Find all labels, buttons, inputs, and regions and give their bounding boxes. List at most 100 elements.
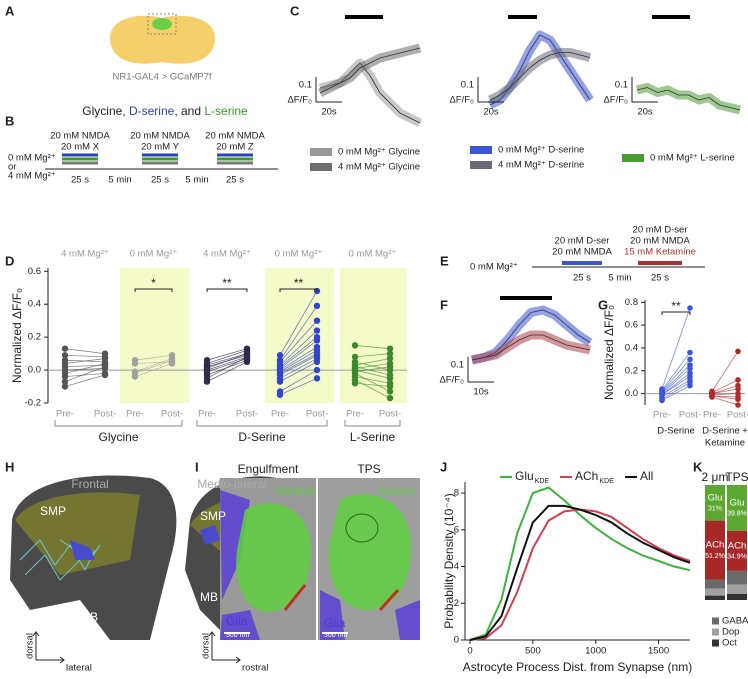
scale-bar: [477, 77, 504, 103]
pulse-label: 20 mM NMDA: [630, 236, 690, 247]
data-point: [386, 363, 394, 370]
condition: 0 mM Mg²⁺: [8, 153, 56, 164]
data-point: [313, 375, 321, 382]
x-tick-label: Pre-: [271, 409, 289, 420]
scale-time: 20s: [321, 107, 337, 118]
panel-label: I: [195, 459, 199, 474]
pair-line: [354, 379, 391, 399]
pair-line: [206, 361, 248, 382]
interval: 5 min: [608, 273, 631, 284]
interval: 25 s: [71, 175, 89, 186]
panel-label: C: [290, 3, 300, 18]
data-point: [386, 345, 394, 352]
legend-subscript: KDE: [535, 478, 550, 485]
legend-swatch: [470, 146, 492, 154]
panel-label: F: [440, 297, 448, 312]
data-point: [386, 388, 394, 395]
legend-swatch: [712, 628, 719, 636]
data-point: [687, 349, 693, 356]
scale-unit: ΔF/F₀: [603, 95, 628, 106]
group-bracket: [54, 420, 183, 427]
data-point: [351, 342, 359, 349]
pair-line: [64, 366, 106, 382]
bar-segment: [727, 593, 747, 600]
interval: 25 s: [151, 175, 169, 186]
scale-value: 0.1: [615, 80, 628, 91]
x-tick-label: Pre-: [346, 409, 364, 420]
data-point: [131, 360, 139, 367]
data-point: [61, 373, 69, 380]
data-point: [243, 353, 251, 361]
data-point: [131, 373, 139, 380]
significance-bracket: [134, 288, 173, 292]
pair-line: [661, 381, 691, 400]
scale-bar: [315, 77, 342, 103]
pair-line: [206, 356, 248, 371]
data-point: [659, 397, 665, 404]
segment-value: 39.8%: [727, 511, 747, 518]
y-tick-label: 0.2: [625, 365, 638, 376]
pair-line: [661, 352, 691, 391]
y-tick-label: 0.6: [28, 266, 41, 277]
data-point: [687, 305, 693, 311]
axis-arrows: [32, 631, 241, 664]
panel-label: K: [693, 459, 703, 474]
em-image-engulfment: [220, 478, 316, 640]
pair-line: [661, 364, 691, 393]
x-tick-label: Pre-: [653, 410, 671, 421]
data-point: [386, 383, 394, 390]
data-point: [168, 360, 176, 367]
panel-label: B: [5, 113, 14, 128]
pair-line: [354, 366, 391, 373]
pair-line: [279, 336, 318, 368]
pair-line: [354, 353, 391, 358]
scale-value: 0.1: [451, 360, 464, 371]
bar-segment: [705, 579, 725, 589]
significance-bracket: [279, 288, 318, 292]
legend-label: ACh: [575, 469, 598, 483]
pair-line: [64, 354, 106, 358]
pair-line: [354, 358, 391, 366]
pair-line: [64, 363, 106, 374]
bar-label: TPS: [725, 470, 748, 484]
y-axis-label: Normalized ΔF/F₀: [602, 305, 616, 400]
group-condition: 4 mM Mg²⁺: [61, 249, 109, 260]
x-tick-label: 1500: [648, 646, 669, 657]
interval: 25 s: [651, 273, 669, 284]
x-tick-label: Pre-: [198, 409, 216, 420]
panel-label: H: [5, 459, 14, 474]
view-title: Frontal: [71, 477, 108, 491]
panel-label: J: [440, 459, 447, 474]
pair-line: [354, 366, 391, 376]
x-tick-label: Pre-: [56, 409, 74, 420]
significance: **: [294, 276, 304, 290]
group-label: D-Serine +: [702, 426, 748, 437]
pair-line: [711, 395, 739, 400]
pair-line: [64, 372, 106, 378]
pair-line: [354, 363, 391, 369]
bar-segment: [727, 530, 747, 571]
legend-label: GABA: [722, 616, 748, 627]
pair-line: [279, 369, 318, 392]
pair-line: [711, 351, 739, 392]
pair-line: [661, 376, 691, 396]
group-condition: 0 mM Mg²⁺: [130, 249, 178, 260]
brain-schematic: [110, 13, 215, 64]
pulse-label: 20 mM X: [61, 142, 100, 153]
compound-label: Glycine: [98, 430, 138, 444]
group-bracket: [344, 420, 401, 427]
data-point: [386, 355, 394, 362]
y-tick-label: -0.2: [25, 398, 41, 409]
title-part: D-serine: [129, 104, 175, 118]
segment-name: Glu: [708, 492, 723, 503]
scale-bar: [467, 357, 494, 383]
scale-unit: ΔF/F₀: [287, 95, 312, 106]
pair-line: [64, 348, 106, 355]
legend-swatch: [712, 617, 719, 625]
trace-line: [319, 47, 421, 94]
x-axis-label: Astrocyte Process Dist. from Synapse (nm…: [463, 660, 692, 674]
data-point: [386, 350, 394, 357]
pair-line: [64, 374, 106, 387]
condition: 0 mM Mg²⁺: [470, 262, 518, 273]
